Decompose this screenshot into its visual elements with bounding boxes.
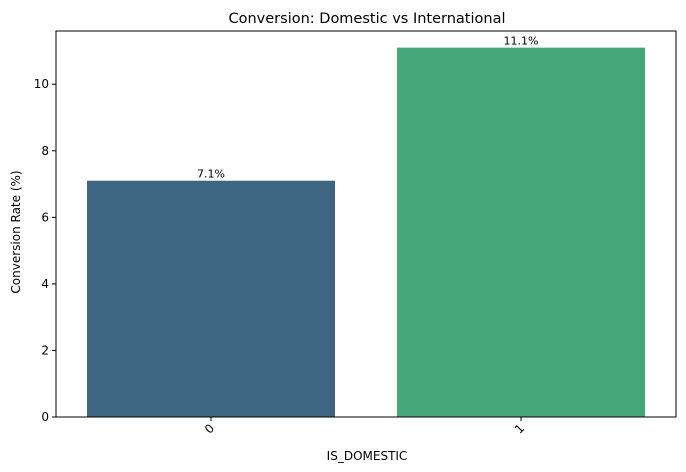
x-tick-label-1: 1 <box>512 421 527 436</box>
bar-0 <box>87 180 335 417</box>
y-axis: 0 2 4 6 8 10 <box>34 77 56 424</box>
data-label-0: 7.1% <box>197 168 225 181</box>
y-tick-label-4: 4 <box>41 277 49 291</box>
y-axis-label: Conversion Rate (%) <box>9 170 23 293</box>
x-tick-label-0: 0 <box>202 421 217 436</box>
plot-frame <box>55 30 677 418</box>
data-label-1: 11.1% <box>504 35 539 48</box>
y-tick-label-2: 2 <box>41 343 49 357</box>
y-tick-label-6: 6 <box>41 210 49 224</box>
bars-group: 7.1% 11.1% <box>87 35 645 417</box>
y-tick-label-8: 8 <box>41 144 49 158</box>
y-tick-label-0: 0 <box>41 410 49 424</box>
x-axis-label: IS_DOMESTIC <box>327 449 408 463</box>
chart-title: Conversion: Domestic vs International <box>228 11 505 27</box>
y-tick-label-10: 10 <box>34 77 49 91</box>
bar-1 <box>397 47 645 417</box>
